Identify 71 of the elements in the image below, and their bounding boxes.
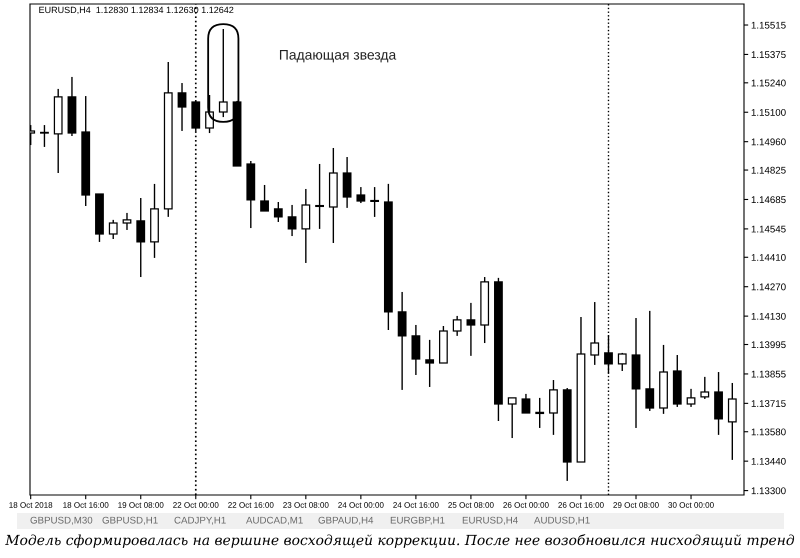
candlestick [618,352,627,372]
text: GBPUSD,H1 [102,516,158,525]
candlestick [549,379,558,436]
text: EURGBP,H1 [390,516,444,525]
y-tick-label: 1.14685 [752,196,786,204]
candlestick [342,156,352,209]
x-tick-label: 30 Oct 00:00 [668,502,714,508]
candlestick [136,197,146,278]
text: Модель сформировалась на вершине восходящей коррекции. После нее возобновился нисходящий тренд [5,534,794,548]
y-tick-label: 1.14270 [752,283,786,290]
candlestick [604,334,613,375]
candlestick [508,397,517,439]
candlestick [178,82,186,132]
text: GBPAUD,H4 [318,516,374,525]
y-tick-label: 1.13300 [752,487,786,494]
candlestick [301,188,310,264]
x-tick-label: 22 Oct 00:00 [173,502,219,508]
candlestick [260,184,269,212]
candlestick [398,291,407,391]
candlestick [522,393,530,414]
y-tick-label: 1.13580 [752,428,786,436]
candlestick [108,219,118,240]
annotation: EURUSD,H4 1.12830 1.12834 1.12630 1.12642 [39,6,234,14]
candlestick [535,397,544,429]
x-tick-label: 29 Oct 08:00 [613,502,659,508]
x-tick-label: 18 Oct 2018 [9,502,52,508]
x-tick-label: 23 Oct 08:00 [283,502,329,508]
candlestick [411,324,420,376]
text: EURUSD,H4 [462,516,518,525]
text: CADJPY,H1 [174,516,226,525]
text: GBPUSD,M30 [30,516,92,525]
x-tick-label: 22 Oct 16:00 [228,502,274,508]
x-tick-label: 24 Oct 00:00 [338,502,384,508]
candlestick [452,315,462,337]
candlestick [370,186,380,218]
text: AUDUSD,H1 [534,516,590,525]
candlestick [288,204,296,237]
x-tick-label: 18 Oct 16:00 [63,502,108,508]
candlestick [315,163,324,230]
y-tick-label: 1.13440 [752,458,786,465]
y-tick-label: 1.15100 [752,108,786,116]
candlestick [122,212,132,231]
y-tick-label: 1.14130 [752,312,786,320]
x-tick-label: 24 Oct 16:00 [393,502,439,508]
y-tick-label: 1.14545 [752,226,786,233]
annotation: Падающая звезда [280,50,396,62]
candlestick [40,124,49,148]
y-tick-label: 1.15515 [752,22,786,29]
y-tick-label: 1.14960 [752,138,786,146]
y-tick-label: 1.15375 [752,51,786,58]
y-tick-label: 1.14825 [752,166,786,174]
candlestick [645,310,654,412]
y-tick-label: 1.13855 [752,370,786,378]
y-tick-label: 1.13715 [752,400,786,407]
x-tick-label: 26 Oct 16:00 [558,502,604,508]
candlestick [425,339,434,388]
candlestick [686,388,696,408]
candlestick [466,302,476,357]
candlestick [218,28,228,118]
y-tick-label: 1.13995 [752,341,786,348]
candlestick [274,201,283,223]
candlestick [728,382,737,461]
x-tick-label: 25 Oct 08:00 [448,502,494,508]
x-tick-label: 26 Oct 00:00 [503,502,549,508]
y-tick-label: 1.14410 [752,254,786,261]
candlestick [590,301,600,366]
text: AUDCAD,M1 [246,516,303,525]
candlestick [700,376,710,400]
candlestick [356,186,366,204]
x-tick-label: 19 Oct 08:00 [118,502,164,508]
y-tick-label: 1.15240 [752,80,786,86]
